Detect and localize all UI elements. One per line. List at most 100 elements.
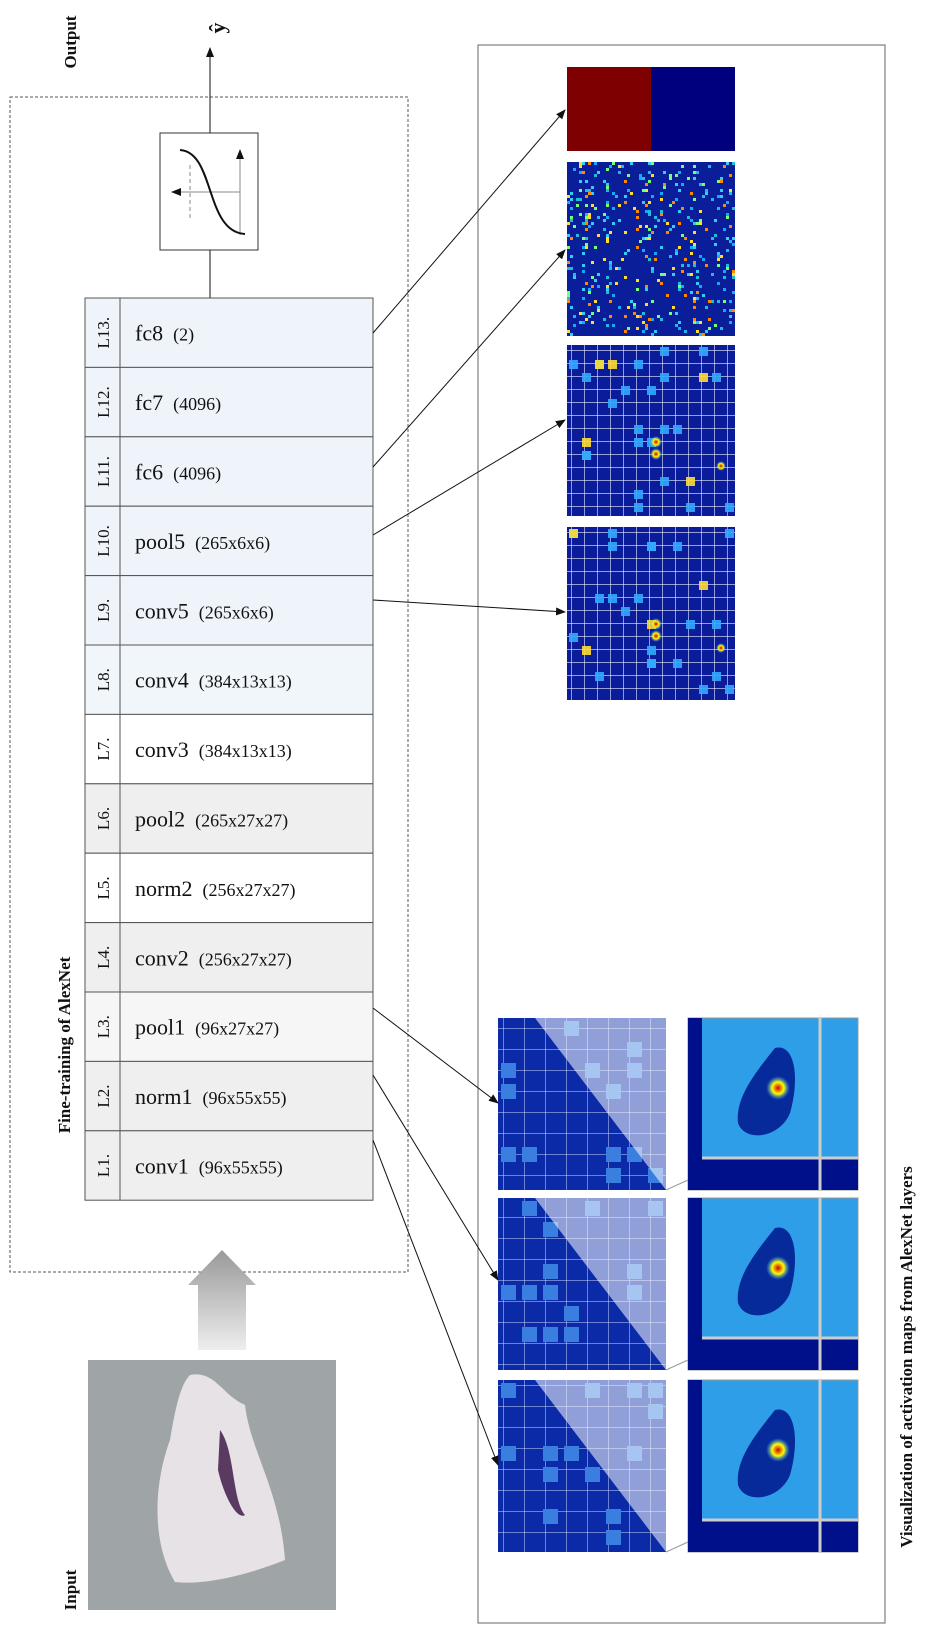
pixel bbox=[573, 276, 576, 279]
pixel bbox=[585, 195, 588, 198]
pixel bbox=[588, 213, 591, 216]
pixel bbox=[660, 318, 663, 321]
pixel bbox=[696, 282, 699, 285]
pixel bbox=[570, 255, 573, 258]
pixel bbox=[717, 282, 720, 285]
pixel bbox=[597, 216, 600, 219]
pixel bbox=[582, 237, 585, 240]
layer-name-text: fc7 bbox=[135, 390, 163, 415]
pixel bbox=[726, 162, 729, 165]
pixel bbox=[657, 279, 660, 282]
pixel bbox=[714, 234, 717, 237]
pixel bbox=[681, 285, 684, 288]
pixel bbox=[606, 234, 609, 237]
pixel bbox=[639, 315, 642, 318]
cell bbox=[564, 1446, 579, 1461]
pixel bbox=[585, 246, 588, 249]
layer-name: conv2(256x27x27) bbox=[135, 945, 292, 970]
pixel bbox=[693, 243, 696, 246]
pixel bbox=[723, 309, 726, 312]
cell bbox=[606, 1509, 621, 1524]
map-fc7 bbox=[567, 162, 735, 336]
pixel bbox=[654, 216, 657, 219]
pixel bbox=[642, 177, 645, 180]
pixel bbox=[582, 288, 585, 291]
pixel bbox=[678, 288, 681, 291]
cell bbox=[634, 438, 643, 447]
pixel bbox=[672, 267, 675, 270]
pixel bbox=[690, 291, 693, 294]
cell bbox=[634, 360, 643, 369]
cell bbox=[725, 685, 734, 694]
pixel bbox=[636, 315, 639, 318]
pixel bbox=[570, 207, 573, 210]
cell bbox=[608, 360, 617, 369]
pixel bbox=[732, 270, 735, 273]
pixel bbox=[675, 183, 678, 186]
pixel bbox=[729, 300, 732, 303]
pixel bbox=[729, 192, 732, 195]
y-hat: ŷ bbox=[205, 23, 230, 34]
cell bbox=[634, 425, 643, 434]
pixel bbox=[663, 219, 666, 222]
pixel bbox=[612, 192, 615, 195]
pixel bbox=[729, 240, 732, 243]
pixel bbox=[717, 207, 720, 210]
pixel bbox=[645, 183, 648, 186]
pixel bbox=[642, 330, 645, 333]
sigmoid-box bbox=[160, 133, 258, 250]
pixel bbox=[585, 213, 588, 216]
pixel bbox=[582, 162, 585, 165]
cell bbox=[660, 347, 669, 356]
pixel bbox=[588, 303, 591, 306]
pixel bbox=[726, 264, 729, 267]
cell bbox=[543, 1509, 558, 1524]
row-bg bbox=[85, 437, 373, 506]
pixel bbox=[651, 333, 654, 336]
layer-name: conv3(384x13x13) bbox=[135, 737, 292, 762]
pixel bbox=[693, 198, 696, 201]
layer-name-text: conv2 bbox=[135, 945, 189, 970]
layer-row: L4.conv2(256x27x27) bbox=[85, 923, 373, 992]
pixel bbox=[639, 240, 642, 243]
pixel bbox=[582, 222, 585, 225]
cell bbox=[595, 360, 604, 369]
pixel bbox=[645, 210, 648, 213]
hot-cell bbox=[650, 436, 662, 448]
pixel bbox=[672, 225, 675, 228]
pixel bbox=[579, 213, 582, 216]
pixel bbox=[597, 306, 600, 309]
pixel bbox=[645, 189, 648, 192]
layer-row: L9.conv5(265x6x6) bbox=[85, 576, 373, 645]
pixel bbox=[588, 216, 591, 219]
zoom-left bbox=[688, 1018, 702, 1190]
cell bbox=[686, 477, 695, 486]
pixel bbox=[570, 333, 573, 336]
pixel bbox=[693, 264, 696, 267]
layer-row: L12.fc7(4096) bbox=[85, 367, 373, 436]
pixel bbox=[609, 300, 612, 303]
pixel bbox=[669, 228, 672, 231]
layer-row: L6.pool2(265x27x27) bbox=[85, 784, 373, 853]
row-bg bbox=[85, 367, 373, 436]
pixel bbox=[609, 261, 612, 264]
layer-name-text: norm2 bbox=[135, 876, 192, 901]
pixel bbox=[570, 216, 573, 219]
pixel bbox=[585, 318, 588, 321]
layer-id: L5. bbox=[94, 876, 113, 899]
layer-name: fc7 (4096) bbox=[135, 390, 221, 415]
pixel bbox=[597, 273, 600, 276]
pixel bbox=[582, 171, 585, 174]
cell bbox=[582, 438, 591, 447]
layer-row: L7.conv3(384x13x13) bbox=[85, 714, 373, 783]
pixel bbox=[582, 321, 585, 324]
pixel bbox=[693, 300, 696, 303]
pixel bbox=[576, 204, 579, 207]
pixel bbox=[609, 282, 612, 285]
pixel bbox=[723, 270, 726, 273]
layer-dims: (4096) bbox=[173, 394, 221, 415]
pixel bbox=[567, 261, 570, 264]
pixel bbox=[729, 321, 732, 324]
pixel bbox=[570, 219, 573, 222]
pixel bbox=[573, 168, 576, 171]
